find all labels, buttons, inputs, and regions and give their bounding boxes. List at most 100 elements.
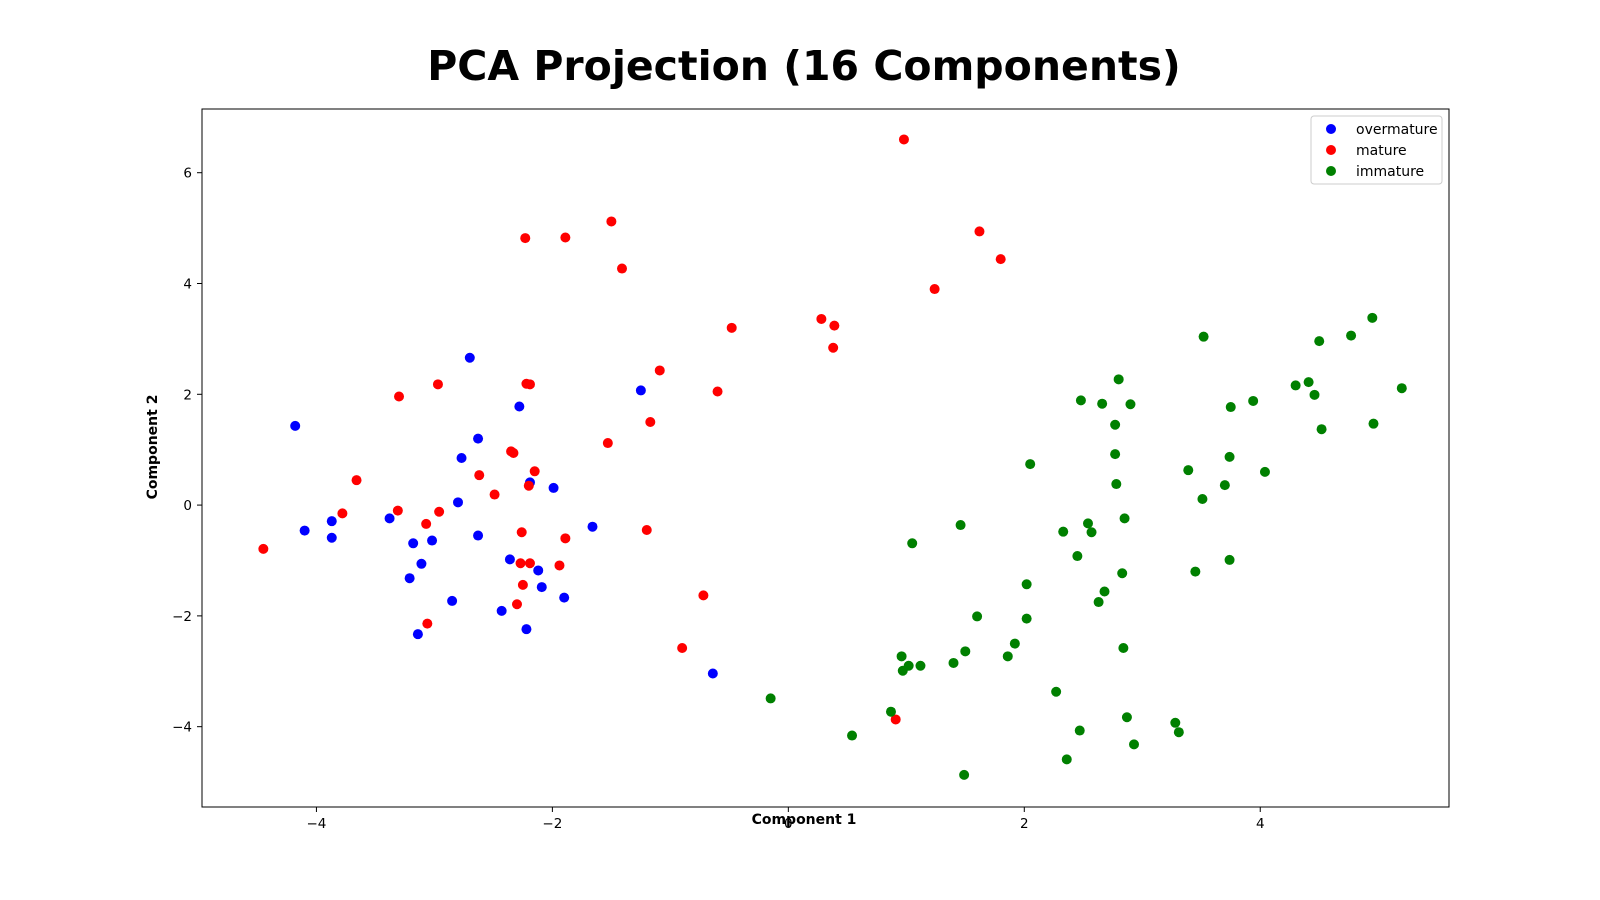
point-immature	[1309, 389, 1320, 400]
point-immature	[972, 611, 983, 622]
point-immature	[1099, 586, 1110, 597]
point-immature	[1097, 398, 1108, 409]
point-overmature	[408, 538, 419, 549]
y-tick-label: −2	[172, 609, 192, 625]
point-mature	[829, 320, 840, 331]
point-immature	[1113, 374, 1124, 385]
legend: overmature mature immature	[1310, 115, 1443, 185]
point-immature	[1117, 568, 1128, 579]
point-immature	[915, 660, 926, 671]
point-immature	[907, 538, 918, 549]
point-immature	[765, 693, 776, 704]
point-mature	[524, 379, 535, 390]
point-immature	[1072, 551, 1083, 562]
y-tick-label: 4	[183, 277, 192, 293]
point-immature	[1061, 754, 1072, 765]
point-mature	[929, 284, 940, 295]
point-overmature	[707, 668, 718, 679]
point-mature	[511, 599, 522, 610]
point-immature	[1224, 451, 1235, 462]
point-overmature	[521, 624, 532, 635]
point-overmature	[473, 530, 484, 541]
legend-marker-mature	[1326, 145, 1336, 155]
point-immature	[1290, 380, 1301, 391]
point-immature	[1198, 331, 1209, 342]
point-immature	[1346, 330, 1357, 341]
point-overmature	[326, 532, 337, 543]
point-immature	[1118, 643, 1129, 654]
point-mature	[422, 618, 433, 629]
point-immature	[1111, 479, 1122, 490]
point-overmature	[536, 582, 547, 593]
point-immature	[1316, 424, 1327, 435]
point-mature	[489, 489, 500, 500]
point-immature	[1248, 395, 1259, 406]
point-overmature	[404, 573, 415, 584]
point-immature	[1093, 597, 1104, 608]
point-mature	[995, 254, 1006, 265]
point-mature	[726, 322, 737, 333]
point-immature	[1259, 466, 1270, 477]
point-mature	[560, 232, 571, 243]
legend-marker-overmature	[1326, 124, 1336, 134]
point-immature	[1086, 527, 1097, 538]
legend-label-mature: mature	[1356, 143, 1407, 159]
legend-box	[1310, 115, 1443, 185]
point-mature	[523, 480, 534, 491]
point-mature	[508, 448, 519, 459]
point-mature	[645, 416, 656, 427]
y-tick-label: 6	[183, 166, 192, 182]
x-tick-label: 0	[784, 816, 793, 832]
y-tick-label: 2	[183, 387, 192, 403]
point-mature	[515, 558, 526, 569]
point-overmature	[290, 420, 301, 431]
point-mature	[677, 643, 688, 654]
point-mature	[520, 233, 531, 244]
point-overmature	[427, 535, 438, 546]
point-overmature	[559, 592, 570, 603]
point-mature	[529, 466, 540, 477]
point-immature	[1129, 739, 1140, 750]
point-mature	[337, 508, 348, 519]
legend-label-overmature: overmature	[1356, 122, 1438, 138]
point-immature	[1183, 465, 1194, 476]
point-immature	[1314, 336, 1325, 347]
point-immature	[885, 706, 896, 717]
point-immature	[1121, 712, 1132, 723]
point-immature	[1170, 717, 1181, 728]
point-immature	[1125, 399, 1136, 410]
point-overmature	[416, 558, 427, 569]
point-immature	[1173, 727, 1184, 738]
x-tick-label: −4	[306, 816, 326, 832]
series-mature	[258, 134, 1006, 725]
point-mature	[616, 263, 627, 274]
x-tick-label: 2	[1020, 816, 1029, 832]
point-immature	[959, 769, 970, 780]
point-overmature	[464, 352, 475, 363]
point-immature	[955, 520, 966, 531]
point-immature	[1082, 518, 1093, 529]
point-immature	[1051, 686, 1062, 697]
point-immature	[1025, 459, 1036, 470]
point-overmature	[299, 525, 310, 536]
point-immature	[1110, 419, 1121, 430]
point-immature	[960, 646, 971, 657]
point-overmature	[635, 385, 646, 396]
point-mature	[517, 579, 528, 590]
point-immature	[1110, 449, 1121, 460]
point-immature	[1197, 493, 1208, 504]
x-tick-label: 4	[1256, 816, 1265, 832]
point-overmature	[447, 595, 458, 606]
point-immature	[1190, 566, 1201, 577]
point-immature	[1225, 402, 1236, 413]
point-immature	[1009, 638, 1020, 649]
point-mature	[641, 525, 652, 536]
point-mature	[392, 505, 403, 516]
point-mature	[516, 527, 527, 538]
point-mature	[524, 558, 535, 569]
point-mature	[698, 590, 709, 601]
y-axis-label: Component 2	[145, 395, 161, 500]
point-immature	[1303, 377, 1314, 388]
point-immature	[1021, 613, 1032, 624]
